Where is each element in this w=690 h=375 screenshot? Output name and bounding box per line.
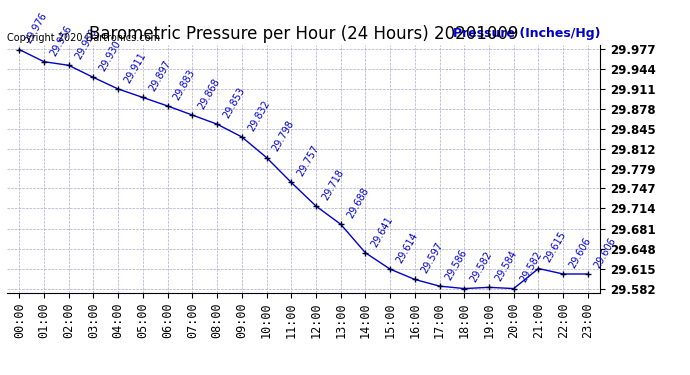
Text: 29.586: 29.586 xyxy=(444,248,469,282)
Text: 29.718: 29.718 xyxy=(320,168,346,202)
Text: 29.883: 29.883 xyxy=(172,68,197,102)
Title: Barometric Pressure per Hour (24 Hours) 20201009: Barometric Pressure per Hour (24 Hours) … xyxy=(89,26,518,44)
Text: 29.597: 29.597 xyxy=(419,241,444,275)
Text: 29.582: 29.582 xyxy=(469,250,494,284)
Text: 29.950: 29.950 xyxy=(73,27,99,61)
Text: 29.606: 29.606 xyxy=(592,236,618,270)
Text: 29.606: 29.606 xyxy=(567,236,593,270)
Text: Pressure (Inches/Hg): Pressure (Inches/Hg) xyxy=(453,27,600,40)
Text: 29.614: 29.614 xyxy=(394,231,420,265)
Text: 29.956: 29.956 xyxy=(48,23,74,57)
Text: 29.976: 29.976 xyxy=(23,11,49,45)
Text: 29.641: 29.641 xyxy=(370,214,395,249)
Text: 29.897: 29.897 xyxy=(147,59,172,93)
Text: 29.615: 29.615 xyxy=(542,230,569,264)
Text: 29.832: 29.832 xyxy=(246,98,272,133)
Text: Copyright 2020 Dartronics.com: Copyright 2020 Dartronics.com xyxy=(7,33,160,42)
Text: 29.584: 29.584 xyxy=(493,249,519,283)
Text: 29.757: 29.757 xyxy=(295,144,321,178)
Text: 29.930: 29.930 xyxy=(97,39,123,73)
Text: 29.798: 29.798 xyxy=(270,119,296,153)
Text: 29.911: 29.911 xyxy=(122,51,148,85)
Text: 29.853: 29.853 xyxy=(221,86,247,120)
Text: 29.582: 29.582 xyxy=(518,250,544,284)
Text: 29.688: 29.688 xyxy=(345,186,371,220)
Text: 29.868: 29.868 xyxy=(197,76,222,111)
